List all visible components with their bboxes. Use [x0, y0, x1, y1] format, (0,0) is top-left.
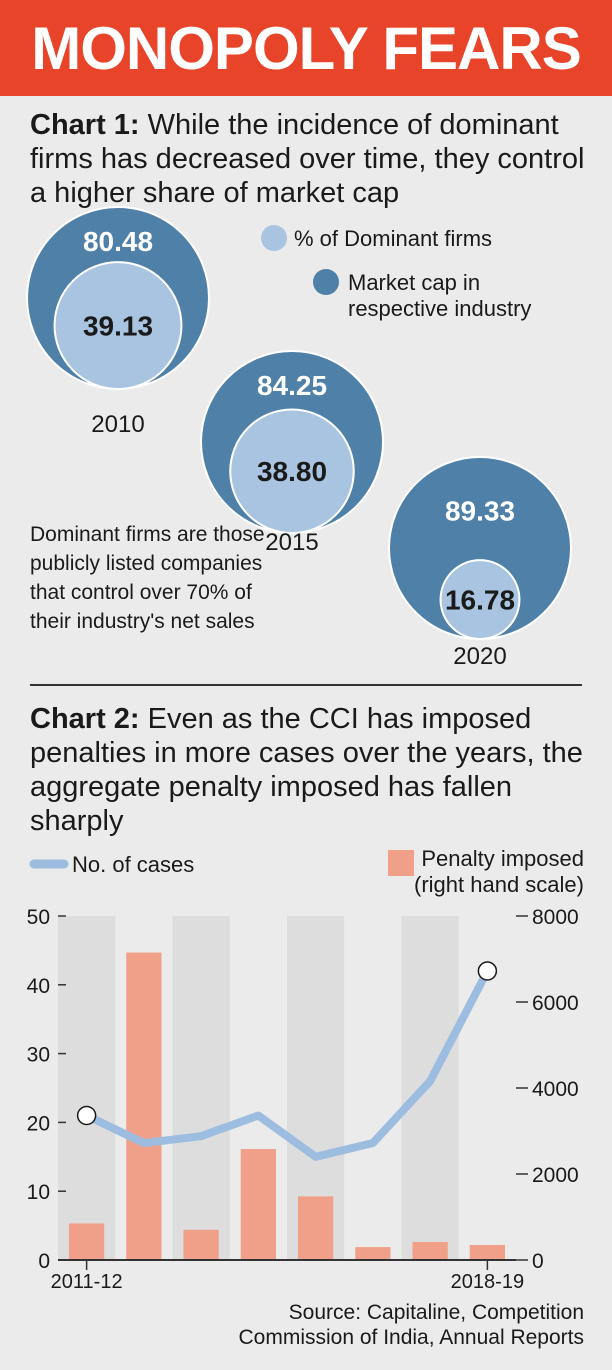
dominant-firms-label-2015: 38.80: [257, 456, 327, 487]
legend-cases-label: No. of cases: [72, 852, 194, 877]
dominant-firms-label-2010: 39.13: [83, 311, 153, 342]
source-line-1: Source: Capitaline, Competition: [288, 1301, 584, 1324]
source-line-2: Commission of India, Annual Reports: [238, 1326, 584, 1349]
dominant-firms-circle-2010: [53, 261, 183, 390]
chart1-label: Chart 1:: [30, 109, 140, 141]
market-cap-label-2010: 80.48: [83, 226, 153, 257]
legend-market-cap-swatch: [313, 269, 339, 295]
year-label-2020: 2020: [453, 643, 506, 670]
right-tick-label-8000: 8000: [532, 906, 579, 929]
section-divider: [30, 684, 582, 686]
legend-penalty-label-line2: (right hand scale): [414, 872, 584, 897]
penalty-bar-0: [69, 1223, 105, 1260]
year-label-2015: 2015: [265, 529, 318, 556]
cases-point-0: [76, 1105, 97, 1126]
legend-penalty-label-line1: Penalty imposed: [421, 846, 584, 871]
legend-penalty-swatch: [388, 850, 414, 876]
left-tick-label-40: 40: [27, 975, 50, 998]
x-label-last: 2018-19: [451, 1271, 524, 1293]
penalty-bar-3: [240, 1149, 276, 1260]
x-label-first: 2011-12: [51, 1271, 123, 1293]
penalty-bar-5: [355, 1247, 391, 1260]
penalty-bar-7: [469, 1244, 505, 1260]
right-tick-label-0: 0: [532, 1250, 544, 1273]
market-cap-label-2015: 84.25: [257, 370, 327, 401]
band-6: [401, 916, 459, 1260]
left-tick-label-20: 20: [27, 1112, 50, 1135]
right-tick-label-2000: 2000: [532, 1164, 579, 1187]
cases-point-7: [477, 961, 498, 981]
chart1-heading: Chart 1: While the incidence of dominant…: [30, 108, 590, 210]
penalty-bar-2: [183, 1229, 219, 1260]
left-tick-label-10: 10: [27, 1181, 50, 1204]
right-tick-label-6000: 6000: [532, 992, 579, 1015]
chart2-heading: Chart 2: Even as the CCI has imposed pen…: [30, 702, 590, 838]
banner-title: MONOPOLY FEARS: [31, 14, 581, 82]
market-cap-label-2020: 89.33: [445, 496, 515, 527]
band-0: [58, 916, 116, 1260]
band-2: [172, 916, 230, 1260]
dominant-firms-label-2020: 16.78: [445, 585, 515, 616]
left-tick-label-0: 0: [38, 1250, 50, 1273]
chart1-title: While the incidence of dominant firms ha…: [30, 109, 585, 209]
dominant-firms-circle-2015: [229, 408, 355, 534]
dominant-firms-note: Dominant firms are those publicly listed…: [30, 523, 265, 633]
dominant-firms-circle-2020: [439, 559, 521, 640]
year-label-2010: 2010: [91, 411, 144, 438]
left-tick-label-50: 50: [27, 906, 50, 929]
penalty-bar-6: [412, 1241, 448, 1260]
legend-market-cap-label-line2: respective industry: [348, 296, 531, 321]
legend-dominant-firms-swatch: [261, 225, 287, 251]
penalty-bar-4: [298, 1196, 334, 1260]
penalty-bar-1: [126, 952, 162, 1260]
source-note: Source: Capitaline, Competition Commissi…: [238, 1300, 584, 1350]
right-tick-label-4000: 4000: [532, 1078, 579, 1101]
cases-line: [82, 967, 492, 1161]
chart2-label: Chart 2:: [30, 703, 140, 735]
legend-dominant-firms-label: % of Dominant firms: [294, 226, 492, 251]
chart2-title: Even as the CCI has imposed penalties in…: [30, 703, 583, 837]
legend-market-cap-label-line1: Market cap in: [348, 270, 480, 295]
banner: MONOPOLY FEARS: [0, 0, 612, 96]
left-tick-label-30: 30: [27, 1044, 50, 1067]
